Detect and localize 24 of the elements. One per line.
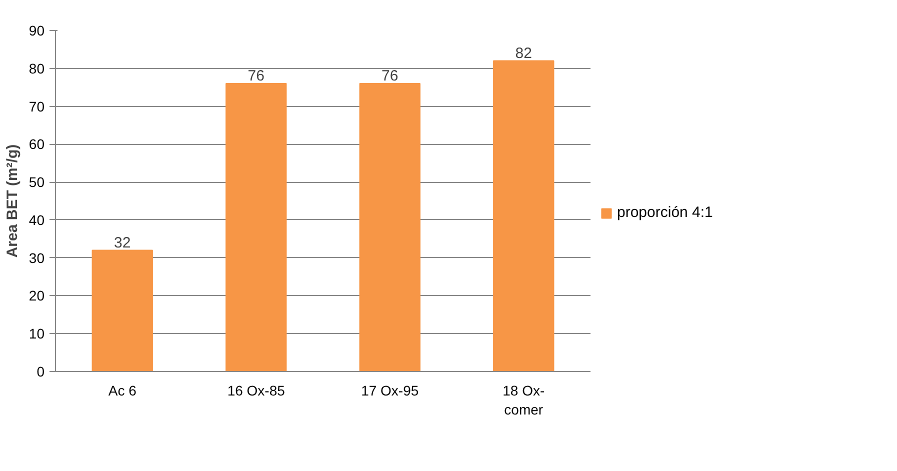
y-tick-label: 50 (28, 174, 45, 190)
y-axis-title: Area BET (m²/g) (4, 144, 21, 258)
data-label: 76 (248, 68, 264, 85)
x-tick-label: 16 Ox-85 (227, 382, 286, 398)
y-tick-label: 20 (28, 288, 45, 304)
y-tick-label: 30 (28, 250, 45, 266)
data-label: 32 (114, 234, 131, 252)
bar (92, 250, 153, 372)
data-label: 76 (382, 68, 398, 85)
x-tick-label: 17 Ox-95 (361, 382, 419, 398)
y-tick-label: 0 (36, 364, 45, 380)
x-tick-label: 18 Ox-comer (502, 382, 545, 418)
bar (493, 60, 554, 372)
y-tick-label: 90 (28, 22, 45, 38)
y-tick-label: 10 (28, 326, 45, 342)
bar (359, 83, 420, 372)
y-tick-label: 70 (28, 98, 45, 114)
y-tick-label: 80 (28, 60, 45, 76)
data-label: 82 (515, 44, 532, 62)
legend-label: proporción 4:1 (617, 204, 713, 221)
x-tick-label: Ac 6 (108, 382, 137, 398)
y-tick-label: 60 (28, 136, 45, 152)
y-tick-label: 40 (28, 212, 45, 228)
bar (226, 83, 287, 372)
